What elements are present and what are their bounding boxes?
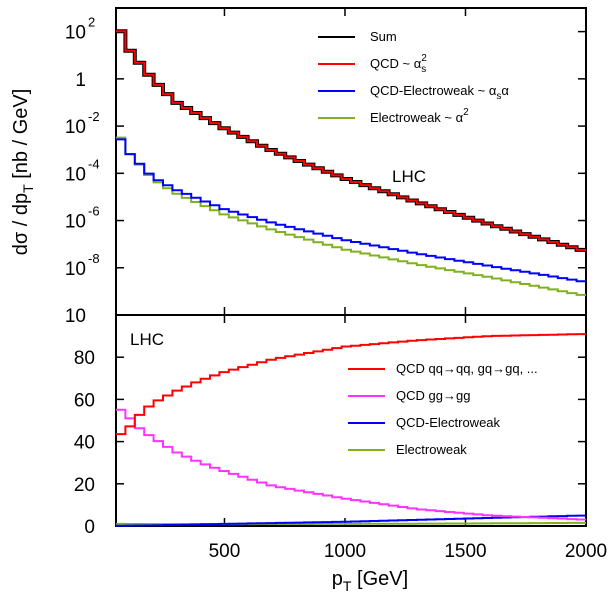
top-series-lines: [116, 29, 586, 296]
legend-label: Electroweak ~ α2: [370, 107, 469, 125]
legend-label: QCD ~ αs2: [370, 53, 427, 75]
bottom-lhc-annotation: LHC: [130, 330, 164, 349]
top-y-axis-title: dσ / dpT [nb / GeV]: [10, 89, 36, 256]
bottom-series-lines: [116, 333, 586, 527]
y-tick-exponent: -2: [88, 109, 100, 124]
bottom-legend: QCD qq→qq, gq→gq, ... QCD gg→gg QCD-Electr…: [348, 361, 538, 457]
y-tick-exponent: -4: [88, 156, 100, 171]
top-lhc-annotation: LHC: [392, 167, 426, 186]
legend-label: QCD-Electroweak: [396, 415, 501, 430]
y-tick-label: 10: [65, 117, 86, 138]
y-tick-label: 10: [65, 306, 86, 327]
top-legend: Sum QCD ~ αs2 QCD-Electroweak ~ αsα Electro…: [318, 29, 509, 125]
top-series-line: [116, 138, 586, 283]
bottom-panel: 0 20 40 60 80 500 1000 1500 2000 LHC QCD qq→qq,…: [74, 8, 607, 594]
x-tick-label: 1500: [444, 541, 486, 562]
bottom-series-line: [116, 514, 586, 527]
y-tick-label: 80: [74, 348, 95, 369]
bottom-y-tick-labels: 0 20 40 60 80: [74, 348, 586, 538]
legend-label: QCD-Electroweak ~ αsα: [370, 83, 509, 102]
bottom-plot-frame: [115, 314, 587, 527]
legend-label: QCD qq→qq, gq→gq, ...: [396, 361, 538, 376]
legend-label: Sum: [370, 29, 397, 44]
y-tick-label: 60: [74, 390, 95, 411]
y-tick-exponent: -8: [88, 251, 100, 266]
y-tick-label: 20: [74, 475, 95, 496]
legend-label: QCD gg→gg: [396, 388, 470, 403]
y-tick-label: 1: [75, 70, 86, 91]
y-tick-label: 0: [84, 517, 95, 538]
top-plot-frame: [115, 7, 587, 316]
y-tick-label: 10: [65, 23, 86, 44]
y-tick-label: 10: [65, 164, 86, 185]
bottom-series-line: [116, 408, 586, 521]
y-tick-label: 40: [74, 433, 95, 454]
y-tick-label: 10: [65, 259, 86, 280]
top-series-line: [116, 30, 586, 251]
y-tick-exponent: 2: [88, 15, 95, 30]
x-tick-label: 500: [209, 541, 241, 562]
top-series-line: [116, 136, 586, 296]
y-tick-label: 10: [65, 212, 86, 233]
bottom-series-line: [116, 333, 586, 436]
x-tick-labels: 500 1000 1500 2000: [209, 8, 607, 562]
x-axis-title: pT [GeV]: [332, 568, 408, 594]
y-tick-exponent: -6: [88, 204, 100, 219]
x-tick-label: 2000: [565, 541, 607, 562]
x-tick-label: 1000: [324, 541, 366, 562]
legend-label: Electroweak: [396, 442, 467, 457]
